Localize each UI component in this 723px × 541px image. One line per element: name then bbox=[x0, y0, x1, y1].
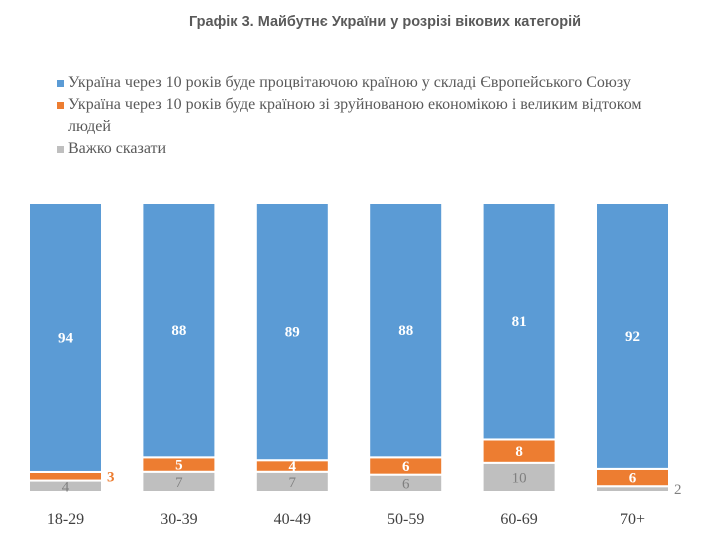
x-tick-label: 70+ bbox=[620, 511, 645, 528]
bar-segment bbox=[28, 202, 103, 473]
x-tick-label: 50-59 bbox=[387, 511, 424, 528]
bar-segment bbox=[595, 202, 670, 470]
bar-segment bbox=[481, 461, 557, 493]
data-label: 88 bbox=[398, 323, 413, 339]
x-tick-label: 30-39 bbox=[160, 511, 197, 528]
bar-segment bbox=[254, 202, 330, 462]
data-label: 2 bbox=[674, 482, 682, 498]
legend-swatch bbox=[57, 80, 64, 87]
data-label: 94 bbox=[58, 330, 74, 346]
data-label: 88 bbox=[171, 323, 186, 339]
legend-label: Важко сказати bbox=[68, 140, 167, 157]
data-label: 10 bbox=[512, 470, 527, 486]
data-label: 7 bbox=[289, 475, 297, 491]
x-tick-label: 40-49 bbox=[274, 511, 311, 528]
bar-segment bbox=[28, 470, 103, 482]
legend-item-ruined: Україна через 10 років буде країною зі з… bbox=[52, 94, 652, 138]
data-label: 7 bbox=[175, 475, 183, 491]
data-label: 6 bbox=[629, 471, 637, 487]
data-label: 6 bbox=[402, 459, 410, 475]
bar-segment bbox=[368, 202, 444, 459]
data-label: 89 bbox=[285, 325, 300, 341]
data-label: 3 bbox=[107, 469, 115, 485]
data-label: 5 bbox=[175, 458, 183, 474]
bar-segment bbox=[481, 202, 557, 441]
legend-label: Україна через 10 років буде країною зі з… bbox=[68, 96, 642, 135]
legend-item-hard-to-say: Важко сказати bbox=[52, 138, 652, 160]
data-label: 4 bbox=[289, 459, 297, 475]
chart-title: Графік 3. Майбутнє України у розрізі вік… bbox=[188, 14, 582, 30]
legend-swatch bbox=[57, 146, 64, 153]
bar-segment bbox=[141, 202, 217, 459]
legend-swatch bbox=[57, 102, 64, 109]
data-label: 6 bbox=[402, 476, 410, 492]
legend: Україна через 10 років буде процвітаючою… bbox=[52, 72, 652, 160]
data-label: 81 bbox=[512, 314, 527, 330]
x-tick-label: 60-69 bbox=[500, 511, 537, 528]
data-label: 4 bbox=[62, 479, 70, 495]
data-label: 92 bbox=[625, 329, 640, 345]
legend-label: Україна через 10 років буде процвітаючою… bbox=[68, 74, 631, 91]
legend-item-eu: Україна через 10 років буде процвітаючою… bbox=[52, 72, 652, 94]
data-label: 8 bbox=[515, 444, 523, 460]
x-tick-label: 18-29 bbox=[47, 511, 84, 528]
